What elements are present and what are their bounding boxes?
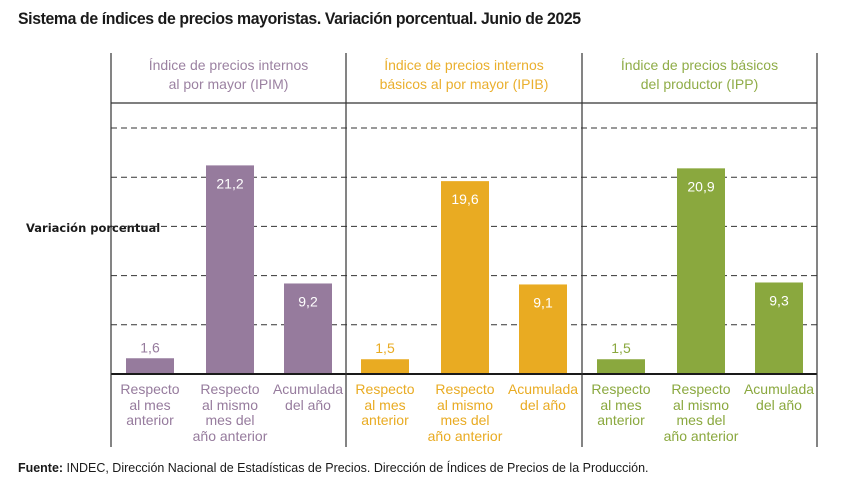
- category-label-line: al mismo: [672, 396, 729, 413]
- category-label-line: mes del: [676, 412, 726, 428]
- bar-2-3: [519, 284, 567, 374]
- panel-title-line: Índice de precios internos: [148, 57, 309, 73]
- category-label: Acumulada del año: [258, 381, 358, 413]
- category-label-line: al mes: [364, 396, 406, 413]
- category-label-line: Respecto: [671, 381, 731, 397]
- category-label: Acumulada del año: [493, 381, 593, 413]
- category-label: Respecto al mismo mes del año anterior: [651, 381, 751, 444]
- category-label-line: mes del: [440, 412, 490, 428]
- category-label-line: año anterior: [192, 427, 268, 444]
- category-label-line: del año: [756, 396, 802, 413]
- data-label: 20,9: [687, 178, 714, 194]
- category-label-line: Acumulada: [507, 381, 579, 397]
- bar-3-2: [677, 168, 725, 374]
- category-label-line: mes del: [205, 412, 255, 428]
- data-label: 1,6: [140, 339, 160, 355]
- panel-title: Índice de precios básicos del productor (…: [582, 56, 817, 94]
- data-label: 21,2: [216, 175, 243, 191]
- data-label: 9,2: [298, 293, 318, 309]
- category-label-line: al mes: [600, 396, 642, 413]
- data-label: 9,3: [769, 292, 789, 308]
- category-label-line: anterior: [361, 412, 409, 428]
- category-label-line: anterior: [126, 412, 174, 428]
- category-label-line: Respecto: [355, 381, 415, 397]
- category-label-line: al mes: [129, 396, 171, 413]
- category-label-line: Respecto: [120, 381, 180, 397]
- category-label: Respecto al mes anterior: [335, 381, 435, 429]
- bar-1-2: [206, 165, 254, 374]
- panel-title-line: del productor (IPP): [640, 76, 759, 92]
- data-label: 1,5: [375, 340, 395, 356]
- panel-title: Índice de precios internos al por mayor (…: [111, 56, 346, 94]
- panel-title-line: Índice de precios básicos: [620, 57, 779, 73]
- chart-title: Sistema de índices de precios mayoristas…: [18, 9, 581, 28]
- category-label-line: Acumulada: [743, 381, 815, 397]
- bar-1-3: [284, 283, 332, 374]
- bar-1-1: [126, 358, 174, 374]
- bar-2-2: [441, 181, 489, 374]
- panel-title-line: básicos al por mayor (IPIB): [379, 76, 549, 92]
- category-label: Respecto al mes anterior: [571, 381, 671, 429]
- category-label-line: Acumulada: [272, 381, 344, 397]
- category-label-line: anterior: [597, 412, 645, 428]
- category-label-line: Respecto: [591, 381, 651, 397]
- category-label-line: año anterior: [427, 427, 503, 444]
- data-label: 19,6: [451, 191, 478, 207]
- panel-title: Índice de precios internos básicos al por…: [346, 56, 582, 94]
- panel-title-line: al por mayor (IPIM): [168, 76, 289, 92]
- category-label: Acumulada del año: [729, 381, 829, 413]
- source-label: Fuente:: [18, 460, 64, 475]
- category-label-line: del año: [285, 396, 331, 413]
- category-label-line: al mismo: [201, 396, 258, 413]
- category-label: Respecto al mismo mes del año anterior: [180, 381, 280, 444]
- y-axis-label: Variación porcentual: [26, 221, 161, 235]
- category-label-line: del año: [520, 396, 566, 413]
- panel-title-line: Índice de precios internos: [384, 57, 544, 73]
- category-label-line: Respecto: [435, 381, 495, 397]
- bar-3-1: [597, 359, 645, 374]
- data-label: 9,1: [533, 294, 553, 310]
- category-label-line: año anterior: [663, 427, 739, 444]
- bar-3-3: [755, 282, 803, 374]
- data-label: 1,5: [611, 340, 631, 356]
- source-note: Fuente: INDEC, Dirección Nacional de Est…: [18, 460, 649, 475]
- category-label: Respecto al mes anterior: [100, 381, 200, 429]
- category-label: Respecto al mismo mes del año anterior: [415, 381, 515, 444]
- category-label-line: al mismo: [436, 396, 493, 413]
- category-label-line: Respecto: [200, 381, 260, 397]
- bar-2-1: [361, 359, 409, 374]
- source-text: INDEC, Dirección Nacional de Estadística…: [63, 460, 649, 475]
